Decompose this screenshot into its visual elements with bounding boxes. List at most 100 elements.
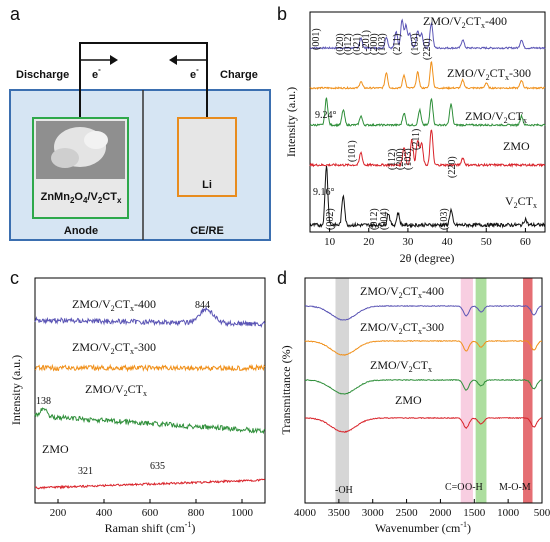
- electron-right-label: e-: [190, 65, 199, 81]
- electron-left-label: e-: [92, 65, 101, 81]
- raman-chart: 200 400 600 800 1000 Raman shift (cm-1) Inte…: [9, 277, 266, 535]
- xrd-hkl-001: (001): [311, 28, 322, 50]
- raman-label-zmo: ZMO: [42, 442, 69, 456]
- raman-series-line: [34, 307, 266, 328]
- xrd-zmo-hkl-112: (112): [387, 149, 398, 170]
- ftir-band-highlight: [460, 278, 473, 503]
- cere-label: CE/RE: [190, 225, 224, 237]
- xrd-v-hkl-004: (004): [379, 208, 390, 230]
- ftir-x-tick-label: 3500: [328, 507, 351, 519]
- xrd-x-tick-label: 50: [481, 236, 493, 248]
- xrd-label-zmo-v2ctx: ZMO/V2CTx: [465, 109, 527, 125]
- ftir-band-oh: -OH: [335, 485, 353, 496]
- raman-series-line: [35, 478, 266, 490]
- raman-x-tick-label: 600: [142, 507, 159, 519]
- xrd-hkl-220: (220): [422, 38, 433, 60]
- raman-series-line: [34, 407, 266, 435]
- raman-label-zmo-v2ctx-400: ZMO/V2CTx-400: [72, 297, 156, 313]
- ftir-label-zmo: ZMO: [395, 393, 422, 407]
- panel-letter-b: b: [277, 4, 288, 24]
- raman-x-tick-label: 400: [96, 507, 113, 519]
- xrd-x-axis-label: 2θ (degree): [400, 251, 455, 265]
- xrd-x-tick-label: 60: [520, 236, 532, 248]
- xrd-zmo-hkl-211: (211): [411, 129, 422, 150]
- ftir-band-highlight: [523, 278, 533, 503]
- raman-x-tick-label: 800: [188, 507, 205, 519]
- xrd-x-tick-label: 10: [324, 236, 336, 248]
- raman-label-zmo-v2ctx: ZMO/V2CTx: [85, 382, 147, 398]
- xrd-x-tick-label: 40: [442, 236, 454, 248]
- raman-y-axis-label: Intensity (a.u.): [9, 355, 23, 425]
- xrd-hkl-211: (211): [392, 34, 403, 55]
- panel-letter-c: c: [10, 268, 19, 288]
- ftir-series-line: [305, 304, 543, 321]
- ftir-chart: 4000 3500 3000 2500 2000 1500 1000 500 Wavenumb…: [279, 277, 550, 535]
- anode-particle: [84, 131, 108, 149]
- raman-peak-844: 844: [195, 300, 210, 311]
- ftir-x-tick-label: 2500: [396, 507, 419, 519]
- raman-x-axis-label: Raman shift (cm-1): [105, 520, 196, 535]
- ftir-x-tick-label: 500: [534, 507, 550, 519]
- ftir-series-line: [304, 416, 543, 433]
- discharge-arrowhead: [110, 55, 118, 65]
- ftir-x-axis-label: Wavenumber (cm-1): [375, 520, 471, 535]
- ftir-label-zmo-v2ctx: ZMO/V2CTx: [370, 358, 432, 374]
- ftir-x-tick-label: 2000: [429, 507, 452, 519]
- anode-material-label: ZnMn2O4/V2CTx: [41, 191, 122, 205]
- ftir-band-highlight: [335, 278, 350, 503]
- xrd-y-axis-label: Intensity (a.u.): [284, 87, 298, 157]
- raman-x-tick-label: 1000: [231, 507, 254, 519]
- anode-particle: [51, 148, 79, 168]
- anode-label: Anode: [64, 225, 98, 237]
- li-electrode: [177, 117, 237, 197]
- xrd-plot-frame: [309, 11, 546, 233]
- ftir-series-line: [304, 378, 543, 395]
- xrd-series-line: [309, 97, 546, 128]
- raman-peak-138: 138: [36, 396, 51, 407]
- xrd-x-tick-label: 20: [363, 236, 375, 248]
- xrd-series-line: [309, 18, 546, 50]
- xrd-label-zmo: ZMO: [503, 139, 530, 153]
- ftir-band-co: C=O: [445, 482, 465, 493]
- xrd-zmo-hkl-103: (103): [403, 148, 414, 170]
- xrd-annot-916: 9.16°: [313, 187, 335, 198]
- charge-label: Charge: [220, 69, 258, 81]
- external-circuit-wire: [79, 42, 208, 118]
- ftir-label-zmo-v2ctx-300: ZMO/V2CTx-300: [360, 320, 444, 336]
- xrd-zmo-hkl-220: (220): [447, 156, 458, 178]
- raman-peak-321: 321: [78, 466, 93, 477]
- xrd-series-line: [309, 166, 546, 229]
- xrd-series-line: [309, 61, 546, 90]
- xrd-annot-924: 9.24°: [315, 110, 337, 121]
- xrd-hkl-103a: (103): [377, 33, 388, 55]
- xrd-chart: 10 20 30 40 50 60 2θ (degree) Intensity (a.u.…: [284, 11, 546, 265]
- xrd-label-zmo-v2ctx-400: ZMO/V2CTx-400: [423, 14, 507, 30]
- li-label: Li: [202, 179, 212, 191]
- ftir-band-oh2: O-H: [465, 482, 483, 493]
- ftir-x-tick-label: 4000: [294, 507, 317, 519]
- xrd-series-line: [309, 129, 546, 168]
- xrd-label-v2ctx: V2CTx: [505, 194, 537, 210]
- xrd-zmo-hkl-200: (200): [395, 148, 406, 170]
- raman-x-tick-label: 200: [50, 507, 67, 519]
- xrd-hkl-012: (012): [343, 33, 354, 55]
- raman-series-line: [34, 363, 266, 373]
- ftir-x-tick-label: 1500: [463, 507, 486, 519]
- ftir-plot-frame: [304, 277, 543, 504]
- xrd-hkl-103b: (103): [410, 33, 421, 55]
- xrd-hkl-m201: (-201): [361, 30, 372, 55]
- charge-arrowhead: [169, 55, 177, 65]
- xrd-x-tick-label: 30: [402, 236, 414, 248]
- ftir-y-axis-label: Transmittance (%): [279, 345, 293, 434]
- ftir-band-highlight: [475, 278, 487, 503]
- raman-peak-635: 635: [150, 461, 165, 472]
- ftir-x-tick-label: 1000: [497, 507, 519, 519]
- panel-letter-d: d: [277, 268, 288, 288]
- xrd-hkl-021: (021): [352, 33, 363, 55]
- xrd-v-hkl-012: (012): [369, 208, 380, 230]
- battery-schematic: Discharge Charge e- e- ZnMn2O4/V2CTx Ano…: [9, 42, 271, 241]
- ftir-label-zmo-v2ctx-400: ZMO/V2CTx-400: [360, 284, 444, 300]
- ftir-band-mom: M-O-M: [499, 482, 531, 493]
- xrd-v-hkl-002: (002): [325, 208, 336, 230]
- panel-letter-a: a: [10, 4, 21, 24]
